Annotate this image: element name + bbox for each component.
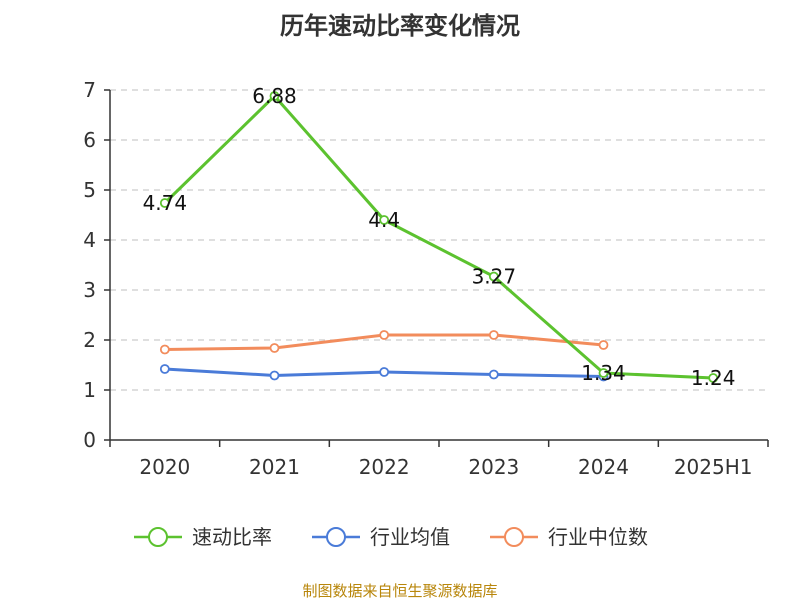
legend-label: 行业均值 [370,525,450,549]
series-line [163,94,714,380]
legend-marker [326,527,346,547]
data-point [269,343,280,353]
x-tick-label: 2021 [249,455,300,479]
data-point [379,367,390,377]
data-label: 6.88 [252,84,297,108]
legend-label: 行业中位数 [548,525,648,549]
data-label: 4.74 [143,191,188,215]
x-tick-label: 2023 [468,455,519,479]
data-point [708,373,719,383]
x-tick-label: 2020 [139,455,190,479]
data-label: 4.4 [368,208,400,232]
y-tick-label: 5 [83,178,96,202]
data-label: 1.34 [581,361,626,385]
y-tick-label: 3 [83,278,96,302]
data-labels: 4.74 6.88 4.4 3.27 1.34 1.24 [143,84,736,390]
y-tick-label: 6 [83,128,96,152]
data-point [379,330,390,340]
y-tick-label: 2 [83,328,96,352]
data-point [269,370,280,381]
source-note: 制图数据来自恒生聚源数据库 [302,582,497,600]
x-tick-label: 2024 [578,455,629,479]
series-lines [159,91,719,383]
data-label: 3.27 [472,265,517,289]
data-point [488,369,499,380]
y-tick-label: 1 [83,378,96,402]
chart-title: 历年速动比率变化情况 [280,12,520,40]
axes: 0 1 2 3 4 5 6 7 2020 2021 2022 2023 2024 2025H1 [83,78,769,479]
data-point [488,330,499,340]
legend-label: 速动比率 [192,525,272,549]
x-tick-label: 2025H1 [674,455,753,479]
y-tick-label: 0 [83,428,96,452]
grid-lines [110,89,768,391]
data-point [159,344,170,355]
data-point [598,368,609,378]
legend-marker [504,527,524,547]
data-point [269,91,280,101]
data-point [159,364,170,374]
legend-marker [148,527,168,547]
y-tick-label: 4 [83,228,96,252]
y-tick-label: 7 [83,78,96,102]
data-label: 1.24 [691,366,736,390]
data-point [598,340,609,350]
data-point [488,271,499,282]
x-tick-label: 2022 [359,455,410,479]
data-point [379,215,390,225]
data-point [159,198,170,208]
legend: 速动比率 行业均值 行业中位数 [134,525,648,549]
